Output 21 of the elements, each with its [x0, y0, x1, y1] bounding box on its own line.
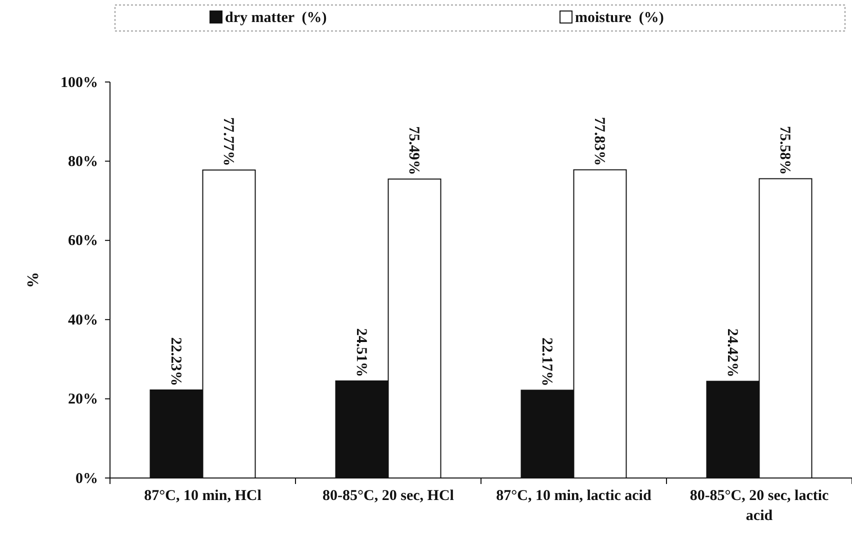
- x-tick-label: 87°C, 10 min, HCl: [144, 488, 262, 504]
- y-tick-label: 60%: [68, 233, 98, 250]
- x-tick-label: 80-85°C, 20 sec, lactic acid: [690, 488, 830, 524]
- y-tick-label: 100%: [60, 74, 98, 91]
- x-tick-label: 80-85°C, 20 sec, HCl: [322, 488, 454, 504]
- legend-label: dry matter (%): [225, 10, 327, 26]
- y-tick-label: 0%: [76, 470, 98, 487]
- data-label: 22.17%: [538, 337, 554, 386]
- data-label: 75.58%: [776, 126, 792, 175]
- data-label: 77.77%: [220, 117, 236, 166]
- data-label: 77.83%: [590, 117, 607, 166]
- data-label: 24.42%: [724, 328, 740, 378]
- y-tick-label: 20%: [68, 392, 98, 408]
- data-label: 75.49%: [405, 126, 422, 176]
- data-label: 24.51%: [352, 328, 369, 377]
- y-axis-title: %: [25, 272, 42, 288]
- data-label: 22.23%: [167, 337, 184, 386]
- x-tick-label: 87°C, 10 min, lactic acid: [496, 488, 652, 504]
- legend-label: moisture (%): [575, 10, 664, 26]
- y-tick-label: 40%: [68, 312, 98, 328]
- y-tick-label: 80%: [68, 154, 98, 170]
